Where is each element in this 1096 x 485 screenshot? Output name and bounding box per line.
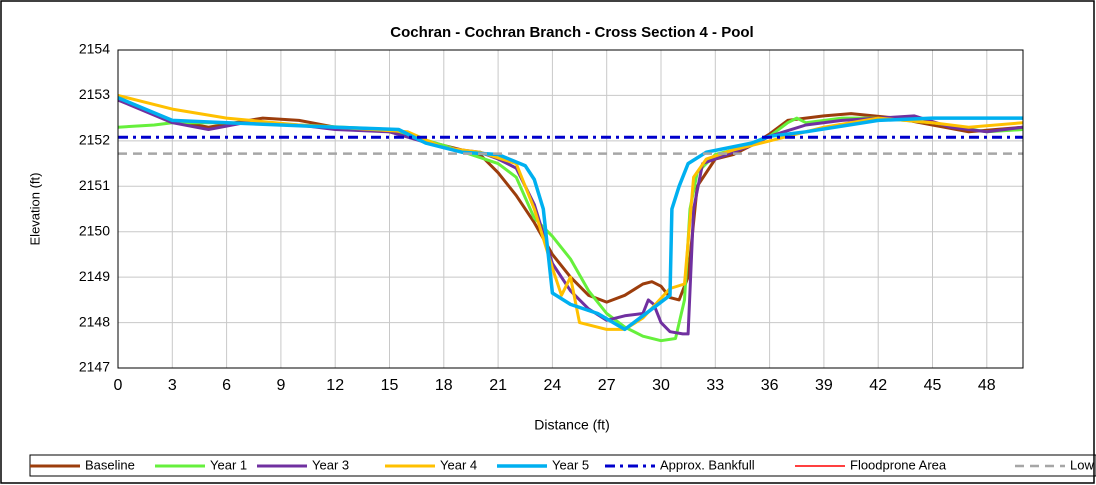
legend-label: Year 3 [312, 457, 349, 472]
x-tick-label: 15 [381, 377, 399, 394]
x-tick-label: 21 [489, 377, 507, 394]
series-line [117, 96, 1023, 332]
y-tick-label: 2153 [79, 86, 110, 102]
x-tick-label: 48 [978, 377, 996, 394]
x-tick-label: 36 [761, 377, 779, 394]
x-tick-label: 45 [924, 377, 942, 394]
x-tick-label: 27 [598, 377, 616, 394]
x-tick-label: 6 [222, 377, 231, 394]
x-axis-label: Distance (ft) [534, 417, 609, 433]
x-tick-label: 9 [276, 377, 285, 394]
legend-label: Low TOB [1070, 457, 1096, 472]
plot-series [117, 93, 1024, 343]
y-tick-label: 2149 [79, 268, 110, 284]
x-tick-label: 12 [326, 377, 344, 394]
legend-label: Approx. Bankfull [660, 457, 755, 472]
x-tick-label: 42 [869, 377, 887, 394]
legend-label: Floodprone Area [850, 457, 947, 472]
x-tick-label: 33 [706, 377, 724, 394]
x-tick-label: 30 [652, 377, 670, 394]
legend-label: Year 4 [440, 457, 477, 472]
x-tick-label: 18 [435, 377, 453, 394]
y-tick-label: 2148 [79, 313, 110, 329]
x-tick-label: 3 [168, 377, 177, 394]
y-tick-label: 2147 [79, 359, 110, 375]
x-tick-label: 0 [114, 377, 123, 394]
chart-title: Cochran - Cochran Branch - Cross Section… [390, 24, 753, 41]
y-tick-label: 2152 [79, 132, 110, 148]
x-tick-label: 24 [544, 377, 562, 394]
y-axis-label: Elevation (ft) [27, 173, 42, 246]
y-tick-label: 2151 [79, 177, 110, 193]
y-tick-label: 2154 [79, 41, 110, 57]
x-tick-label: 39 [815, 377, 833, 394]
legend-label: Year 1 [210, 457, 247, 472]
plot-area [117, 49, 1024, 369]
legend-label: Baseline [85, 457, 135, 472]
y-tick-label: 2150 [79, 222, 110, 238]
legend-label: Year 5 [552, 457, 589, 472]
